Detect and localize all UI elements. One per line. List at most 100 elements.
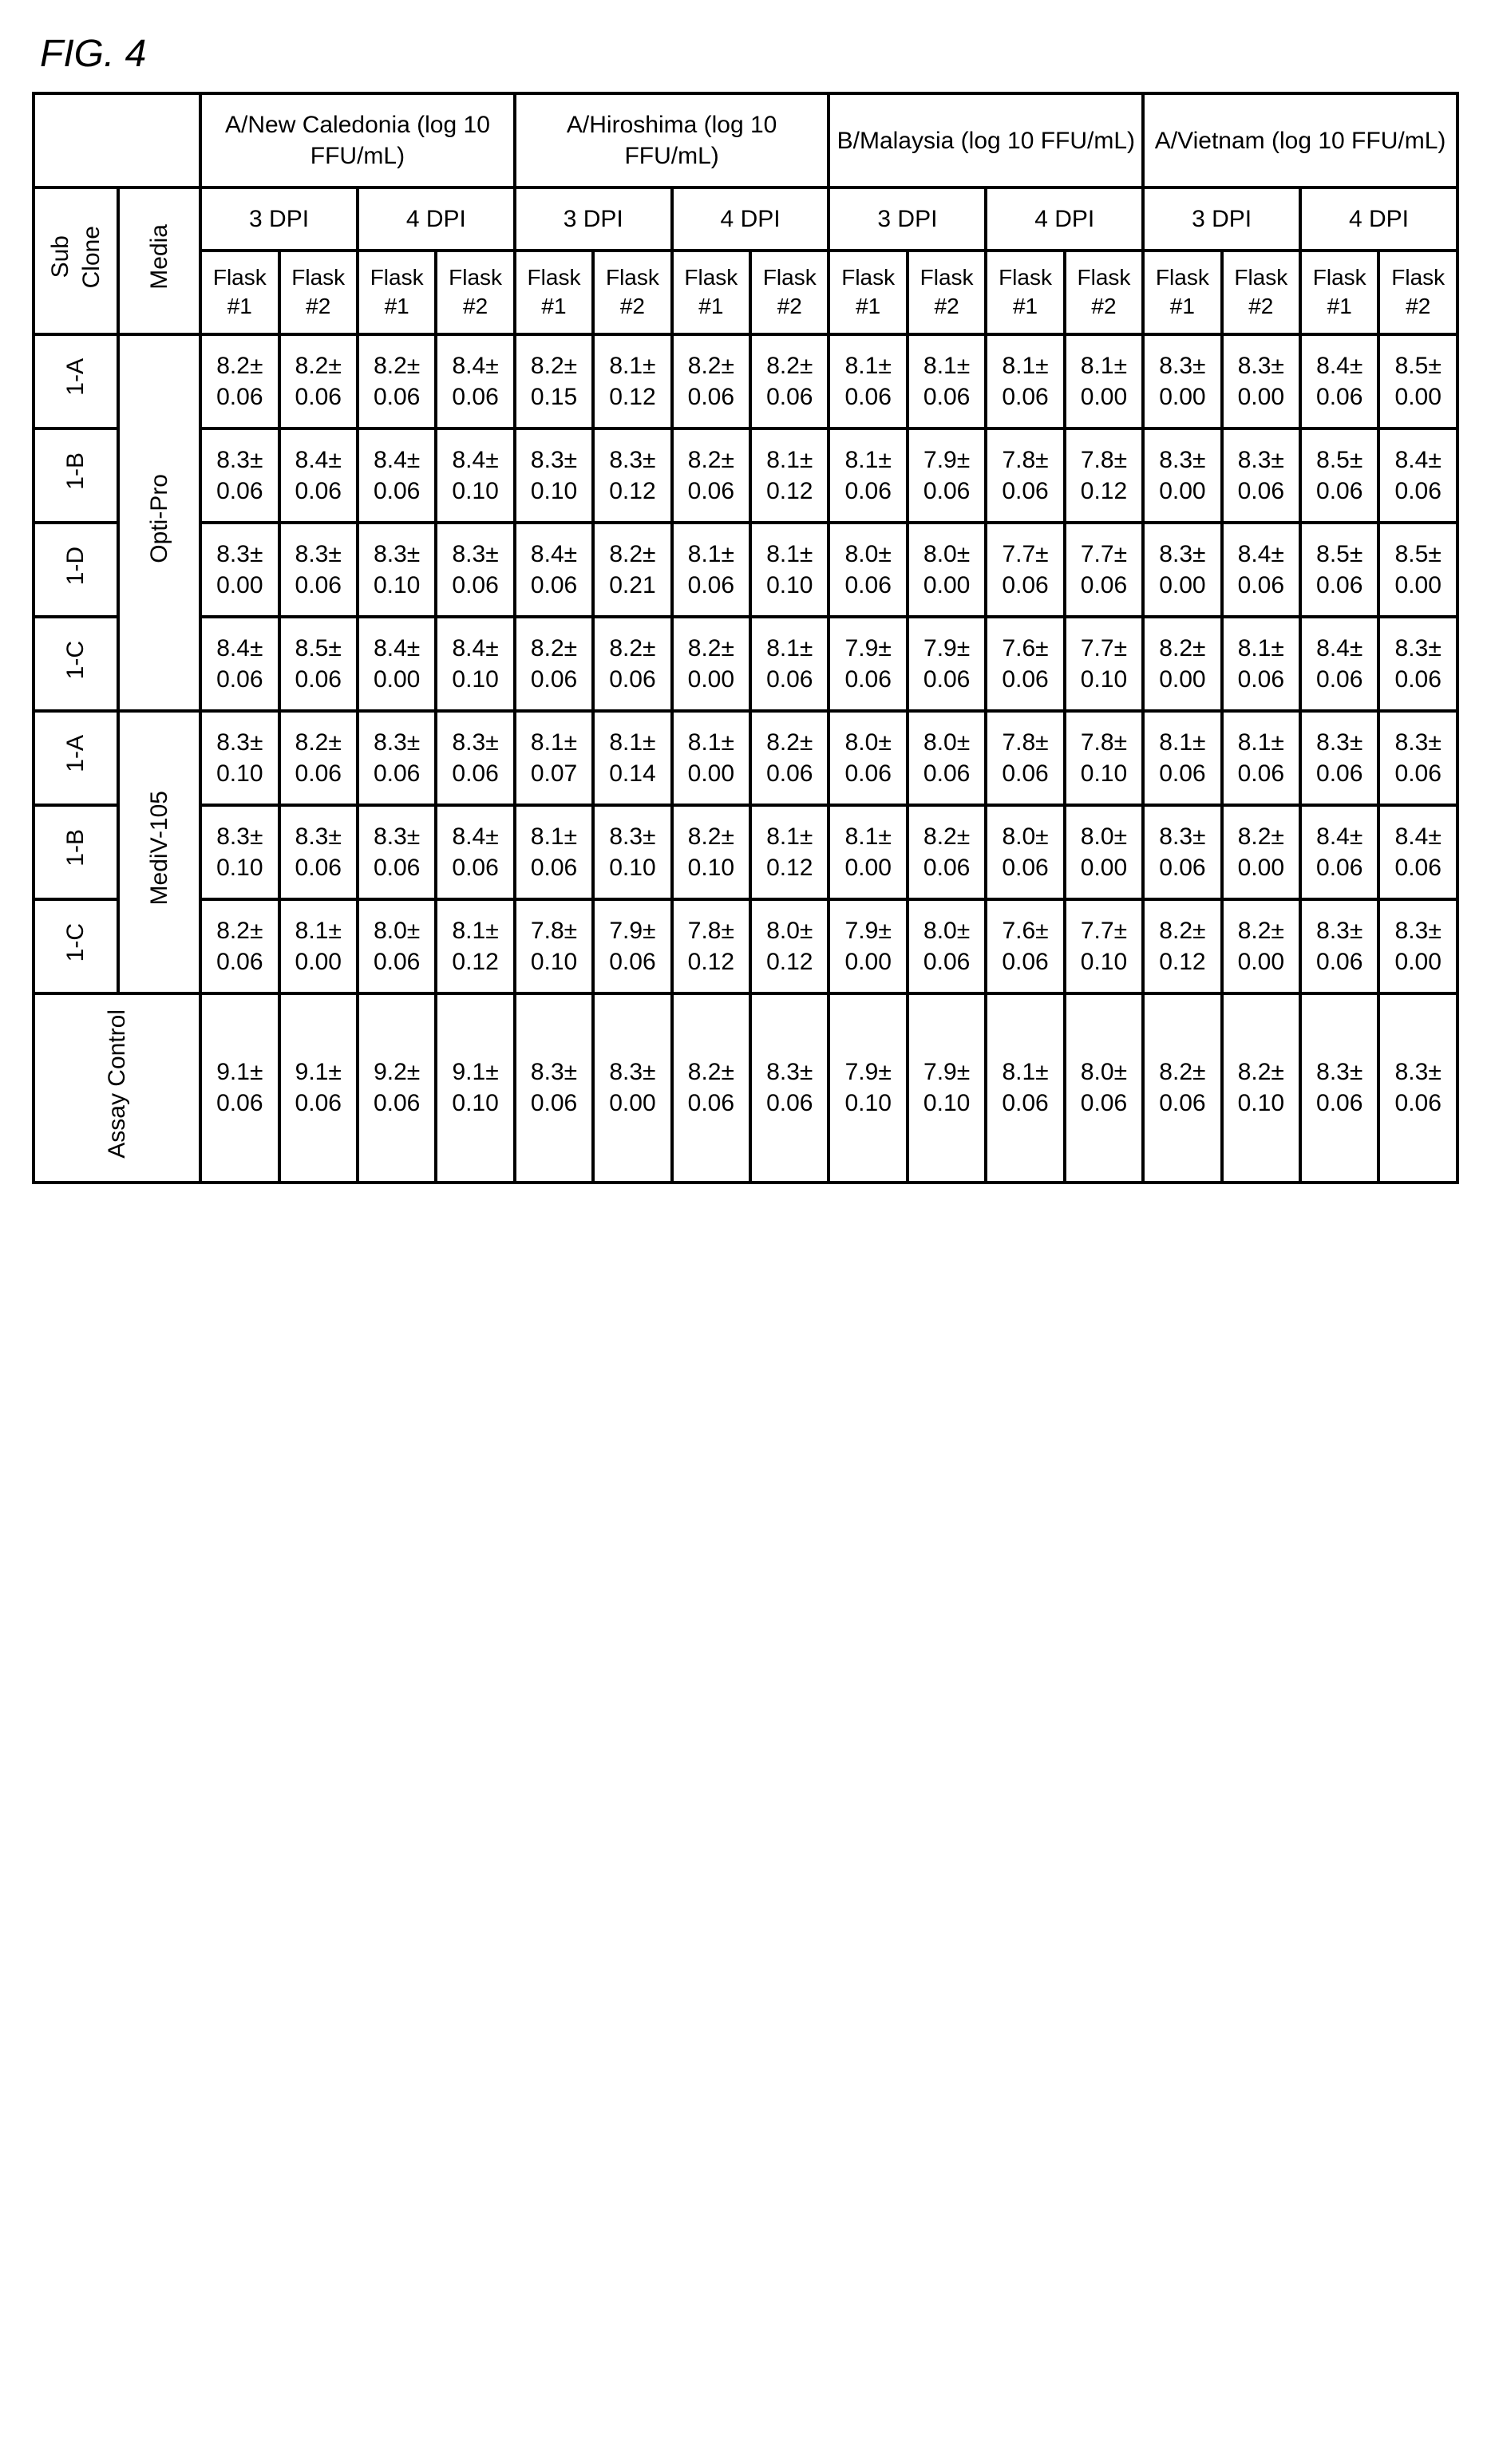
data-cell: 8.2±0.06 <box>593 617 671 711</box>
data-cell: 8.2±0.00 <box>1143 617 1221 711</box>
data-cell: 8.2±0.06 <box>750 334 829 428</box>
dpi-header: 3 DPI <box>515 188 672 251</box>
flask-header: Flask#1 <box>358 251 436 334</box>
data-cell: 8.3±0.00 <box>200 523 279 617</box>
data-cell: 8.1±0.06 <box>515 805 593 899</box>
data-cell: 8.2±0.06 <box>672 334 750 428</box>
data-cell: 7.9±0.06 <box>593 899 671 993</box>
data-cell: 8.3±0.00 <box>1143 428 1221 523</box>
data-cell: 8.1±0.12 <box>436 899 514 993</box>
data-cell: 7.8±0.12 <box>1065 428 1143 523</box>
data-cell: 8.4±0.06 <box>1222 523 1300 617</box>
data-cell: 8.3±0.00 <box>1143 334 1221 428</box>
data-cell: 8.5±0.06 <box>279 617 358 711</box>
data-cell: 8.2±0.06 <box>279 334 358 428</box>
flask-header: Flask#1 <box>1300 251 1378 334</box>
data-cell: 8.2±0.06 <box>200 899 279 993</box>
sub-clone-cell: 1-D <box>34 523 118 617</box>
flask-header: Flask#2 <box>1378 251 1457 334</box>
data-cell: 8.0±0.00 <box>1065 805 1143 899</box>
data-cell: 8.2±0.10 <box>1222 993 1300 1183</box>
strain-header: A/Vietnam (log 10 FFU/mL) <box>1143 93 1457 188</box>
data-cell: 8.4±0.06 <box>1300 617 1378 711</box>
data-cell: 7.9±0.10 <box>829 993 907 1183</box>
sub-clone-cell: 1-C <box>34 617 118 711</box>
flask-header: Flask#1 <box>829 251 907 334</box>
data-cell: 8.3±0.06 <box>436 711 514 805</box>
dpi-header: 4 DPI <box>1300 188 1457 251</box>
data-cell: 8.1±0.06 <box>908 334 986 428</box>
data-cell: 8.5±0.06 <box>1300 428 1378 523</box>
data-cell: 7.7±0.06 <box>986 523 1064 617</box>
strain-header: A/Hiroshima (log 10 FFU/mL) <box>515 93 829 188</box>
data-cell: 8.4±0.06 <box>279 428 358 523</box>
data-cell: 8.3±0.10 <box>200 711 279 805</box>
data-cell: 8.3±0.06 <box>1300 899 1378 993</box>
data-cell: 8.3±0.06 <box>1143 805 1221 899</box>
flask-header: Flask#1 <box>672 251 750 334</box>
data-cell: 8.4±0.06 <box>515 523 593 617</box>
data-cell: 8.1±0.00 <box>829 805 907 899</box>
data-cell: 8.2±0.00 <box>1222 899 1300 993</box>
assay-control-label: Assay Control <box>34 993 200 1183</box>
data-cell: 7.6±0.06 <box>986 899 1064 993</box>
data-cell: 8.4±0.06 <box>200 617 279 711</box>
data-cell: 7.7±0.10 <box>1065 899 1143 993</box>
data-cell: 9.1±0.06 <box>200 993 279 1183</box>
data-cell: 8.1±0.06 <box>986 334 1064 428</box>
data-cell: 8.2±0.06 <box>358 334 436 428</box>
data-cell: 8.0±0.00 <box>908 523 986 617</box>
flask-header: Flask#2 <box>436 251 514 334</box>
dpi-header: 3 DPI <box>829 188 986 251</box>
data-cell: 8.4±0.06 <box>436 805 514 899</box>
data-cell: 8.4±0.06 <box>1300 334 1378 428</box>
data-cell: 8.3±0.00 <box>593 993 671 1183</box>
media-cell: Opti-Pro <box>118 334 201 711</box>
data-cell: 8.3±0.06 <box>1378 993 1457 1183</box>
data-cell: 8.1±0.12 <box>750 428 829 523</box>
dpi-header: 4 DPI <box>986 188 1143 251</box>
data-cell: 8.2±0.06 <box>1143 993 1221 1183</box>
data-cell: 8.0±0.06 <box>908 711 986 805</box>
data-cell: 8.5±0.00 <box>1378 334 1457 428</box>
data-cell: 8.4±0.10 <box>436 617 514 711</box>
strain-header: A/New Caledonia (log 10 FFU/mL) <box>200 93 515 188</box>
media-cell: MediV-105 <box>118 711 201 993</box>
dpi-header: 4 DPI <box>358 188 515 251</box>
data-cell: 8.1±0.06 <box>1222 711 1300 805</box>
media-header: Media <box>118 188 201 334</box>
data-cell: 8.1±0.14 <box>593 711 671 805</box>
data-cell: 8.3±0.06 <box>1378 617 1457 711</box>
data-cell: 7.9±0.00 <box>829 899 907 993</box>
data-cell: 8.1±0.06 <box>1143 711 1221 805</box>
data-cell: 7.7±0.06 <box>1065 523 1143 617</box>
data-cell: 7.9±0.06 <box>908 617 986 711</box>
data-cell: 7.8±0.12 <box>672 899 750 993</box>
data-cell: 8.1±0.06 <box>829 428 907 523</box>
data-cell: 8.2±0.10 <box>672 805 750 899</box>
data-cell: 8.3±0.10 <box>593 805 671 899</box>
data-cell: 8.0±0.12 <box>750 899 829 993</box>
data-cell: 8.1±0.00 <box>1065 334 1143 428</box>
data-cell: 7.8±0.06 <box>986 428 1064 523</box>
data-cell: 8.2±0.00 <box>672 617 750 711</box>
data-cell: 8.2±0.06 <box>750 711 829 805</box>
data-cell: 8.2±0.12 <box>1143 899 1221 993</box>
data-cell: 8.4±0.06 <box>436 334 514 428</box>
data-cell: 7.9±0.06 <box>908 428 986 523</box>
data-cell: 8.3±0.00 <box>1222 334 1300 428</box>
data-cell: 8.3±0.06 <box>1222 428 1300 523</box>
data-cell: 8.3±0.06 <box>1300 993 1378 1183</box>
data-cell: 8.0±0.06 <box>908 899 986 993</box>
flask-header: Flask#2 <box>1065 251 1143 334</box>
flask-header: Flask#2 <box>1222 251 1300 334</box>
sub-clone-cell: 1-A <box>34 334 118 428</box>
data-cell: 8.0±0.06 <box>358 899 436 993</box>
data-cell: 8.3±0.06 <box>436 523 514 617</box>
sub-clone-header: SubClone <box>34 188 118 334</box>
dpi-header: 3 DPI <box>200 188 358 251</box>
data-cell: 7.9±0.10 <box>908 993 986 1183</box>
data-cell: 9.1±0.06 <box>279 993 358 1183</box>
data-cell: 9.1±0.10 <box>436 993 514 1183</box>
data-table: A/New Caledonia (log 10 FFU/mL)A/Hiroshi… <box>32 92 1459 1184</box>
